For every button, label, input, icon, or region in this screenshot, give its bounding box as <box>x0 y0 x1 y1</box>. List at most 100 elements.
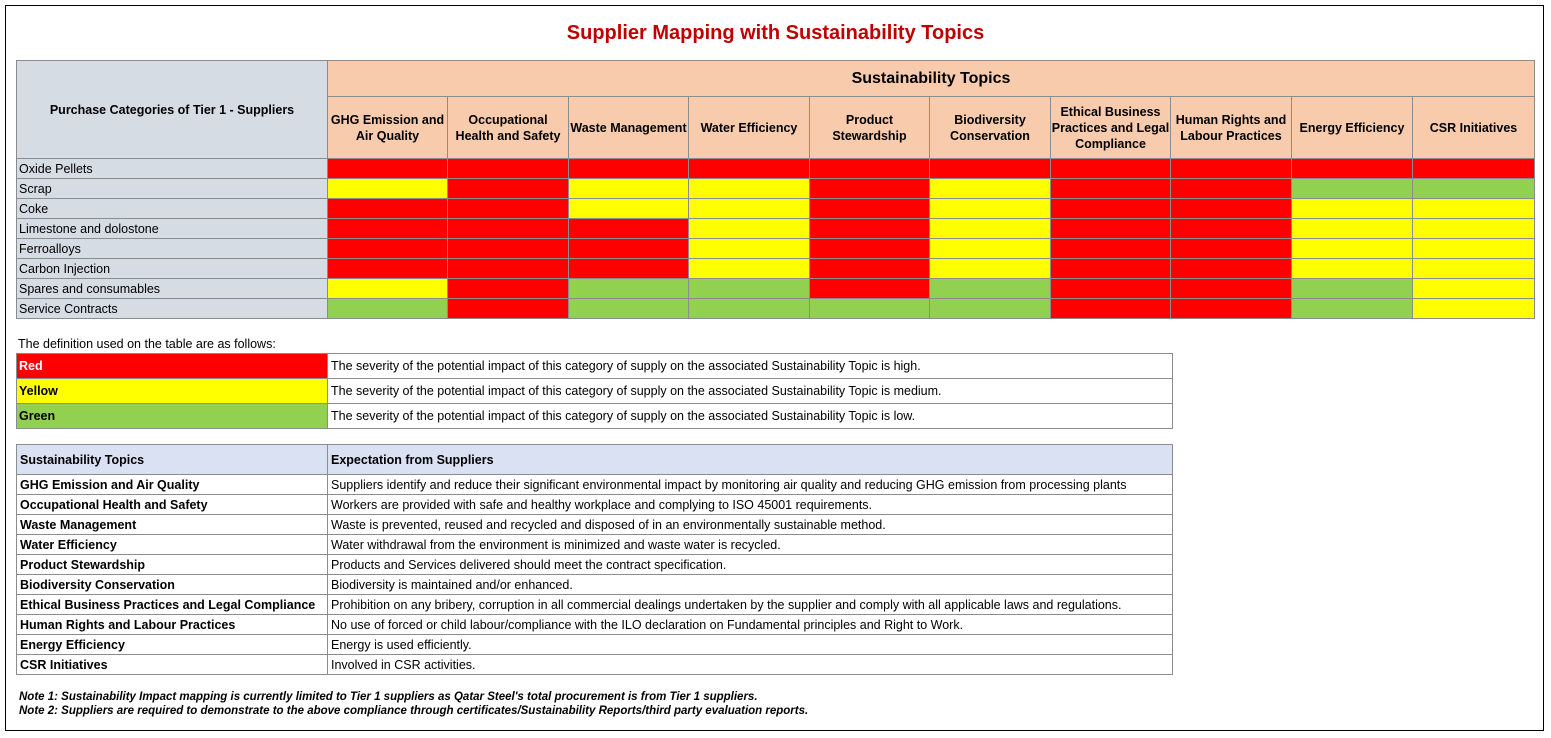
rating-cell-red <box>568 218 689 239</box>
rating-cell-red <box>447 258 569 279</box>
page-title: Supplier Mapping with Sustainability Top… <box>566 22 985 44</box>
rating-cell-yellow <box>929 238 1051 259</box>
rating-cell-yellow <box>688 238 810 259</box>
rating-cell-yellow <box>568 198 689 219</box>
rating-cell-red <box>1050 298 1171 319</box>
rating-cell-yellow <box>688 198 810 219</box>
rating-cell-red <box>809 218 930 239</box>
expectation-row: Biodiversity Conservation Biodiversity is… <box>16 574 1173 595</box>
expectation-topic: Human Rights and Labour Practices <box>16 614 328 635</box>
expectation-topic: Occupational Health and Safety <box>16 494 328 515</box>
rating-cell-yellow <box>929 258 1051 279</box>
legend-row: Green The severity of the potential impac… <box>16 403 1173 429</box>
matrix-row: Ferroalloys <box>16 238 1535 259</box>
rating-cell-red <box>1050 278 1171 299</box>
category-label: Ferroalloys <box>16 238 328 259</box>
rating-cell-red <box>568 238 689 259</box>
rating-cell-green <box>327 298 448 319</box>
expectation-topic: Product Stewardship <box>16 554 328 575</box>
rating-cell-red <box>447 158 569 179</box>
rating-cell-yellow <box>929 198 1051 219</box>
rating-cell-green <box>1412 178 1535 199</box>
rating-cell-red <box>327 258 448 279</box>
rating-cell-red <box>809 238 930 259</box>
rating-cell-red <box>1170 298 1292 319</box>
rating-cell-red <box>327 218 448 239</box>
rating-cell-red <box>1291 158 1413 179</box>
rating-cell-red <box>1170 218 1292 239</box>
topic-header-2: Occupational Health and Safety <box>447 96 569 159</box>
rating-cell-yellow <box>1412 198 1535 219</box>
rating-cell-red <box>447 198 569 219</box>
expectation-text: Workers are provided with safe and healt… <box>327 494 1173 515</box>
rating-cell-yellow <box>688 258 810 279</box>
sustainability-topics-header: Sustainability Topics <box>327 60 1535 97</box>
legend-row: Red The severity of the potential impact … <box>16 353 1173 379</box>
rating-cell-green <box>568 298 689 319</box>
rating-cell-red <box>327 158 448 179</box>
rating-cell-yellow <box>1412 278 1535 299</box>
legend-row: Yellow The severity of the potential impa… <box>16 378 1173 404</box>
rating-cell-red <box>447 178 569 199</box>
expectation-topic: Ethical Business Practices and Legal Com… <box>16 594 328 615</box>
notes: Note 1: Sustainability Impact mapping is… <box>19 690 808 718</box>
rating-cell-red <box>1050 178 1171 199</box>
rating-cell-green <box>1291 298 1413 319</box>
rating-cell-red <box>809 198 930 219</box>
rating-cell-red <box>447 278 569 299</box>
rating-cell-yellow <box>1291 198 1413 219</box>
topic-header-6: Biodiversity Conservation <box>929 96 1051 159</box>
expectation-row: Waste Management Waste is prevented, reus… <box>16 514 1173 535</box>
expectations-expectation-header: Expectation from Suppliers <box>327 444 1173 475</box>
topic-header-5: Product Stewardship <box>809 96 930 159</box>
expectation-text: Suppliers identify and reduce their sign… <box>327 474 1173 495</box>
legend-description: The severity of the potential impact of … <box>327 378 1173 404</box>
rating-cell-green <box>688 278 810 299</box>
topic-header-8: Human Rights and Labour Practices <box>1170 96 1292 159</box>
expectation-topic: Energy Efficiency <box>16 634 328 655</box>
category-label: Scrap <box>16 178 328 199</box>
rating-cell-yellow <box>688 218 810 239</box>
rating-cell-red <box>327 198 448 219</box>
category-label: Spares and consumables <box>16 278 328 299</box>
legend-description: The severity of the potential impact of … <box>327 403 1173 429</box>
expectation-text: Waste is prevented, reused and recycled … <box>327 514 1173 535</box>
topic-header-3: Waste Management <box>568 96 689 159</box>
rating-cell-green <box>688 298 810 319</box>
expectation-row: Product Stewardship Products and Services… <box>16 554 1173 575</box>
topic-header-7: Ethical Business Practices and Legal Com… <box>1050 96 1171 159</box>
matrix-row: Service Contracts <box>16 298 1535 319</box>
rating-cell-red <box>447 218 569 239</box>
category-label: Coke <box>16 198 328 219</box>
expectation-topic: Biodiversity Conservation <box>16 574 328 595</box>
note-2: Note 2: Suppliers are required to demons… <box>19 705 809 717</box>
matrix-row: Limestone and dolostone <box>16 218 1535 239</box>
rating-cell-red <box>447 238 569 259</box>
rating-cell-red <box>688 158 810 179</box>
rating-cell-yellow <box>929 218 1051 239</box>
rating-cell-red <box>327 238 448 259</box>
expectations-topic-header: Sustainability Topics <box>16 444 328 475</box>
topic-header-9: Energy Efficiency <box>1291 96 1413 159</box>
rating-cell-red <box>568 258 689 279</box>
topic-header-1: GHG Emission and Air Quality <box>327 96 448 159</box>
category-label: Service Contracts <box>16 298 328 319</box>
rating-cell-yellow <box>327 178 448 199</box>
matrix-row: Carbon Injection <box>16 258 1535 279</box>
topic-header-10: CSR Initiatives <box>1412 96 1535 159</box>
page-frame <box>5 5 1544 731</box>
expectation-topic: Waste Management <box>16 514 328 535</box>
matrix-row: Oxide Pellets <box>16 158 1535 179</box>
rating-cell-green <box>568 278 689 299</box>
category-column-header: Purchase Categories of Tier 1 - Supplier… <box>16 60 328 159</box>
rating-cell-yellow <box>1291 218 1413 239</box>
legend-color-yellow: Yellow <box>16 378 328 404</box>
expectation-topic: Water Efficiency <box>16 534 328 555</box>
expectation-row: Human Rights and Labour Practices No use … <box>16 614 1173 635</box>
topic-header-row: GHG Emission and Air Quality Occupational… <box>17 96 1535 159</box>
rating-cell-yellow <box>929 178 1051 199</box>
matrix-body: Oxide Pellets Scrap Coke Limestone and dolo… <box>16 158 1535 319</box>
rating-cell-red <box>1050 218 1171 239</box>
expectations-table: Sustainability Topics Expectation from S… <box>16 444 1173 675</box>
rating-cell-red <box>1050 258 1171 279</box>
